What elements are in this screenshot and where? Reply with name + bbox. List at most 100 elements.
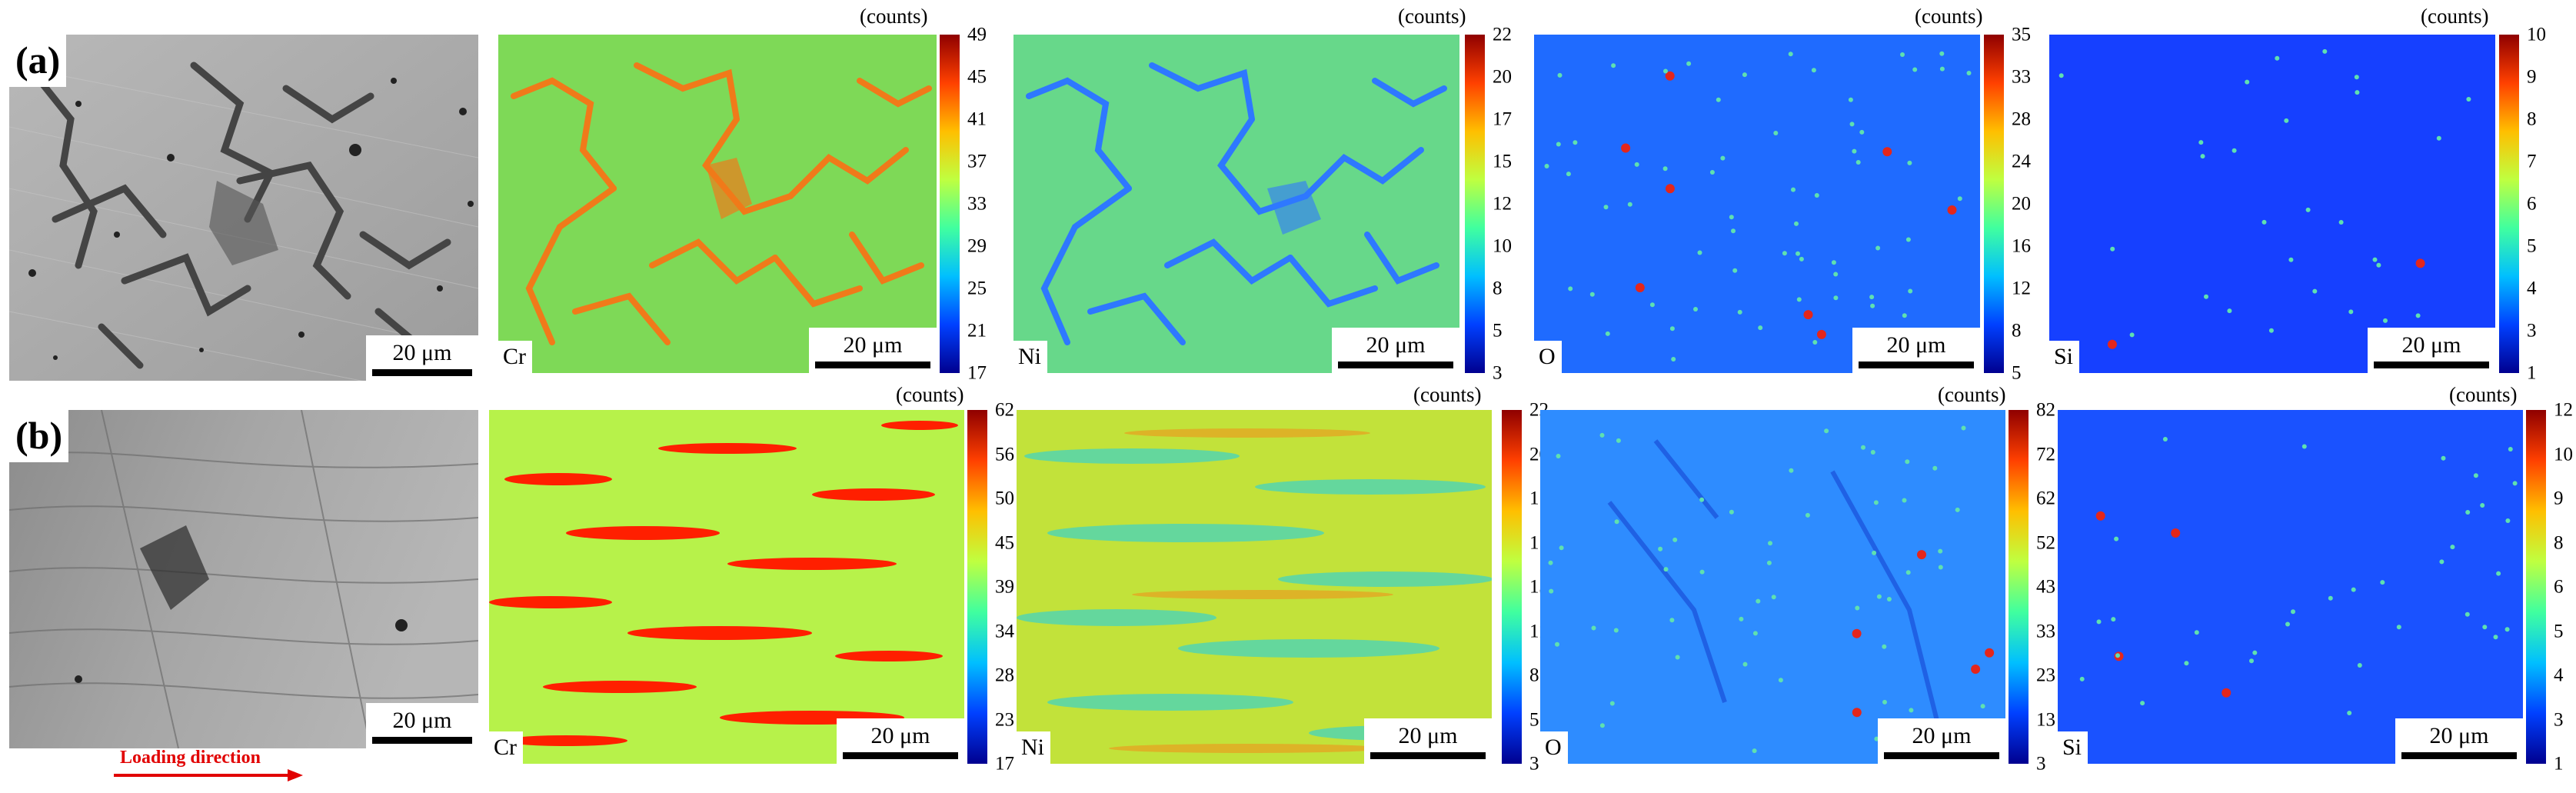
particle-dot xyxy=(2312,288,2318,294)
particle-dot xyxy=(2439,559,2445,565)
particle-dot xyxy=(1675,655,1680,660)
colorbar-tick-label: 1 xyxy=(2554,753,2564,775)
element-label: Cr xyxy=(498,341,532,373)
particle-dot xyxy=(1549,588,1554,594)
colorbar-tick-label: 43 xyxy=(2036,576,2055,598)
particle-dot xyxy=(1852,628,1862,638)
colorbar-tick-label: 41 xyxy=(967,108,987,130)
particle-dot xyxy=(2301,444,2307,449)
colorbar-tick-label: 50 xyxy=(995,488,1014,509)
particle-dot xyxy=(1912,67,1918,72)
particle-dot xyxy=(1589,292,1595,297)
colorbar xyxy=(2499,35,2519,373)
particle-dot xyxy=(2355,90,2360,95)
scale-bar-line xyxy=(1884,752,1999,759)
particle-dot xyxy=(2305,207,2311,212)
colorbar-tick-label: 33 xyxy=(967,193,987,215)
colorbar-tick-label: 33 xyxy=(2012,66,2031,88)
particle-dot xyxy=(1900,52,1905,57)
particle-dot xyxy=(1758,325,1763,331)
particle-dot xyxy=(1557,72,1563,78)
particle-dot xyxy=(1833,272,1839,277)
particle-dot xyxy=(1742,72,1747,78)
particle-dot xyxy=(1599,432,1605,438)
particle-dot xyxy=(2275,55,2280,61)
element-map xyxy=(2058,410,2523,764)
particle-dot xyxy=(2441,455,2446,461)
scale-bar-line xyxy=(815,362,930,368)
particle-dot xyxy=(1869,295,1875,300)
colorbar-tick-label: 49 xyxy=(967,24,987,45)
colorbar-tick-label: 37 xyxy=(967,151,987,172)
particle-dot xyxy=(2415,258,2425,268)
colorbar-tick-label: 4 xyxy=(2527,278,2537,299)
particle-dot xyxy=(1796,251,1800,256)
eds-map-o-b: O 20 μm xyxy=(1540,410,2005,764)
element-map xyxy=(1013,35,1459,373)
particle-dot xyxy=(2493,635,2498,640)
particle-dot xyxy=(1861,445,1865,450)
particle-dot xyxy=(1824,428,1829,434)
particle-dot xyxy=(2473,473,2478,478)
scale-bar: 20 μm xyxy=(366,335,478,381)
scale-bar-text: 20 μm xyxy=(1886,332,1946,358)
particle-dot xyxy=(2450,545,2455,550)
particle-dot xyxy=(2480,503,2485,508)
colorbar xyxy=(1465,35,1485,373)
particle-dot xyxy=(1697,250,1702,255)
colorbar-tick-label: 1 xyxy=(2527,362,2537,384)
particle-dot xyxy=(1814,193,1819,198)
particle-dot xyxy=(1882,699,1887,705)
particle-dot xyxy=(1752,631,1758,636)
eds-map-ni-a: Ni 20 μm xyxy=(1013,35,1459,373)
particle-dot xyxy=(1709,170,1715,175)
colorbar-tick-label: 10 xyxy=(2527,24,2546,45)
particle-dot xyxy=(1873,500,1879,505)
particle-dot xyxy=(1812,340,1818,345)
particle-dot xyxy=(2058,73,2064,78)
particle-dot xyxy=(2115,653,2120,658)
colorbar xyxy=(940,35,960,373)
particle-dot xyxy=(2252,650,2258,655)
particle-dot xyxy=(1752,748,1757,754)
eds-map-o-a: O 20 μm xyxy=(1534,35,1980,373)
scale-bar: 20 μm xyxy=(2395,718,2523,764)
element-map xyxy=(489,410,964,764)
particle-dot xyxy=(1803,310,1813,320)
scale-bar-text: 20 μm xyxy=(843,332,903,358)
particle-dot xyxy=(1870,450,1875,455)
colorbar-tick-label: 7 xyxy=(2527,151,2537,172)
particle-dot xyxy=(1603,205,1609,210)
scale-bar-text: 20 μm xyxy=(392,708,452,733)
element-map xyxy=(498,35,937,373)
counts-label: (counts) xyxy=(896,383,964,406)
particle-dot xyxy=(2198,140,2204,145)
colorbar-tick-label: 6 xyxy=(2554,576,2564,598)
colorbar-tick-label: 21 xyxy=(967,320,987,342)
particle-dot xyxy=(1938,565,1943,570)
particle-dot xyxy=(2285,621,2290,627)
counts-label: (counts) xyxy=(1413,383,1482,406)
scale-bar-line xyxy=(1859,362,1974,368)
particle-dot xyxy=(1816,329,1826,339)
colorbar-tick-label: 8 xyxy=(2554,532,2564,553)
particle-dot xyxy=(1671,357,1676,362)
particle-dot xyxy=(1635,283,1645,292)
particle-dot xyxy=(1665,71,1675,81)
colorbar-tick-label: 72 xyxy=(2036,444,2055,465)
colorbar-tick-label: 16 xyxy=(2012,235,2031,257)
particle-dot xyxy=(1729,215,1734,220)
particle-dot xyxy=(1932,465,1938,471)
particle-dot xyxy=(1985,648,1995,658)
particle-dot xyxy=(1672,537,1678,542)
particle-dot xyxy=(1789,468,1794,473)
scale-bar-line xyxy=(372,737,472,744)
colorbar-tick-label: 62 xyxy=(2036,488,2055,509)
colorbar-tick-label: 10 xyxy=(1493,235,1512,257)
particle-dot xyxy=(1559,545,1564,551)
particle-dot xyxy=(1699,497,1705,502)
particle-dot xyxy=(2383,318,2388,323)
colorbar-tick-label: 62 xyxy=(995,399,1014,421)
element-label: Si xyxy=(2058,731,2088,764)
particle-dot xyxy=(2200,154,2205,159)
